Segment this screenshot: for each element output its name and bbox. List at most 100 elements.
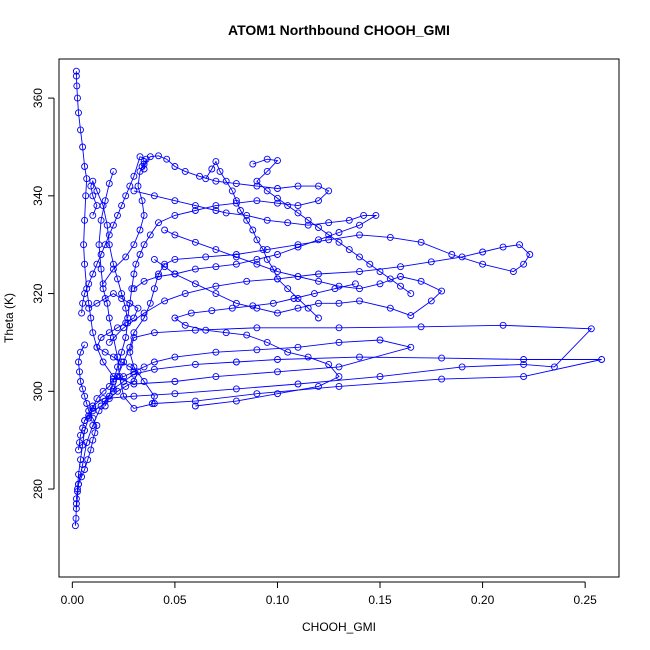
data-point [118,202,126,210]
data-point [109,167,117,175]
data-point [263,255,271,263]
data-point [76,368,83,376]
x-tick-label: 0.20 [471,593,495,607]
data-point [386,275,394,283]
data-point [89,402,97,410]
data-point [71,522,79,530]
data-point [520,260,528,268]
data-point [520,373,528,381]
data-point [155,270,162,278]
data-point [232,358,240,366]
data-point [202,175,210,183]
data-point [294,182,302,190]
data-point [150,255,158,263]
data-point [101,402,109,410]
data-point [397,273,404,280]
data-point [181,321,189,329]
data-point [315,224,322,232]
data-point [140,211,148,219]
y-ticks: 280 300 320 340 360 [31,88,54,499]
data-point [232,180,240,188]
data-point [284,202,292,210]
data-point [243,331,251,339]
data-point [155,219,162,227]
data-point [356,253,363,261]
data-point [130,392,138,400]
data-point [75,446,82,454]
series-layer [71,67,606,530]
data-point [114,275,121,283]
data-point [376,280,384,288]
data-point [427,297,435,305]
data-point [269,265,277,273]
data-point [526,251,534,258]
data-point [171,163,179,170]
data-point [130,334,138,341]
data-point [77,348,84,356]
y-tick-label: 320 [31,283,45,303]
data-point [228,304,236,312]
series-group [105,231,534,395]
data-point [304,216,312,224]
series-group [130,187,380,293]
data-point [132,260,140,268]
series-line [84,324,593,421]
data-point [212,348,220,356]
data-point [83,175,91,183]
data-point [325,187,333,195]
series-line [205,160,319,319]
data-point [120,358,128,366]
data-point [136,226,144,234]
data-point [181,290,189,298]
data-point [78,473,86,481]
data-point [232,397,240,405]
data-point [109,290,117,298]
data-point [130,329,138,337]
data-point [274,368,281,376]
data-point [130,404,138,412]
data-point [335,324,343,332]
data-point [232,251,240,258]
data-point [79,385,87,393]
data-point [136,153,144,161]
series-line [75,344,98,499]
x-axis-label: CHOOH_GMI [302,620,376,634]
data-point [72,495,80,503]
data-point [171,378,179,385]
data-point [294,243,302,251]
data-point [84,456,92,464]
data-point [294,202,302,210]
data-point [417,277,425,285]
data-point [140,165,148,173]
data-point [171,231,179,239]
series-group [150,226,446,320]
data-point [76,439,83,447]
series-line [154,229,443,317]
data-point [130,285,138,293]
data-point [130,363,138,371]
data-point [81,466,89,473]
data-point [208,307,216,315]
data-point [335,338,343,346]
data-point [372,211,380,219]
data-point [397,282,404,290]
data-point [417,238,425,246]
data-point [356,297,363,305]
data-point [99,202,107,210]
data-point [161,263,169,271]
series-group [249,155,415,298]
data-point [72,505,80,513]
data-point [105,338,113,346]
data-point [232,260,240,268]
data-point [105,241,113,249]
data-point [122,334,130,341]
series-line [90,180,129,407]
data-point [253,324,261,332]
data-point [263,187,271,195]
data-point [130,270,138,278]
data-point [520,356,528,363]
data-point [116,373,123,381]
data-point [73,82,81,90]
data-point [222,177,230,185]
